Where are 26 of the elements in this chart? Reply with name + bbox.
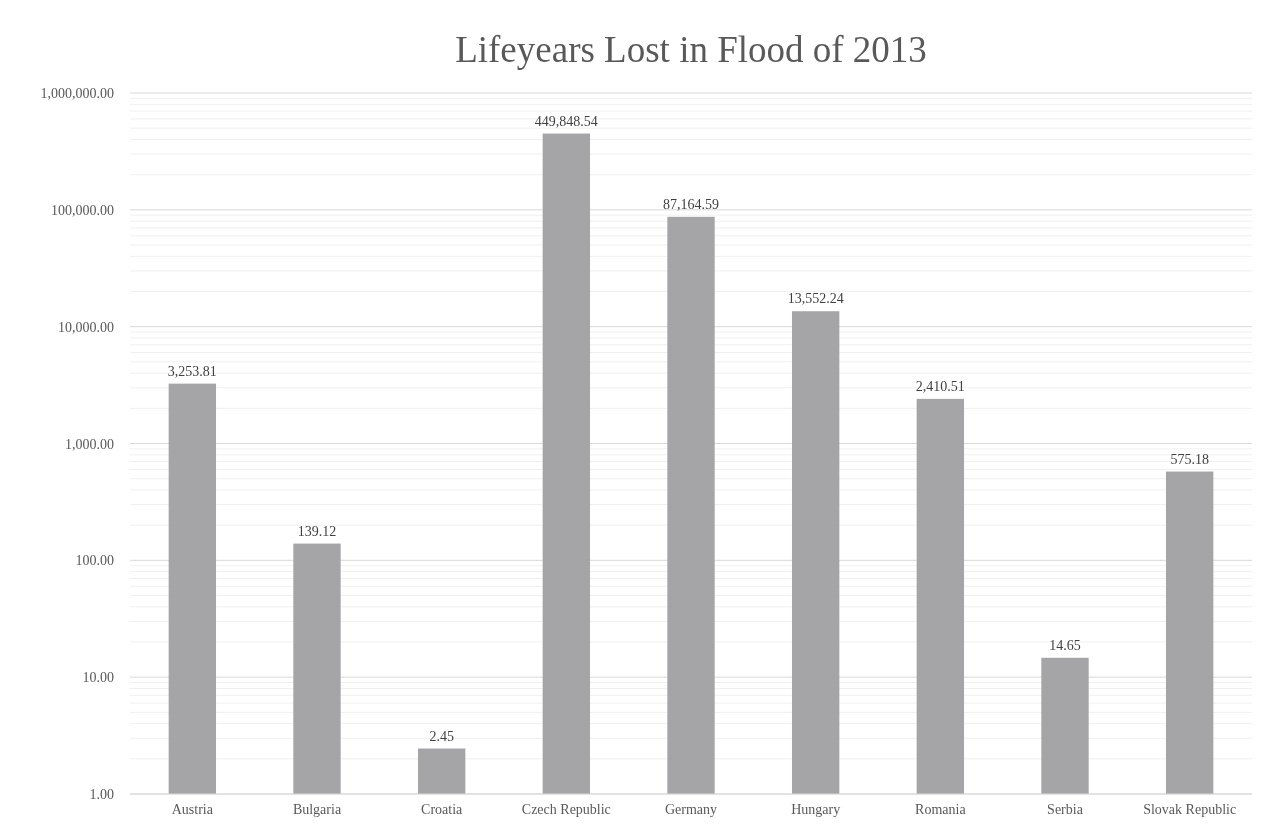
data-label: 87,164.59 (663, 196, 719, 212)
data-label: 449,848.54 (534, 113, 598, 129)
data-label: 139.12 (297, 523, 337, 539)
y-tick-label: 100.00 (75, 553, 114, 569)
x-tick-label: Czech Republic (521, 802, 611, 817)
x-tick-label: Bulgaria (292, 802, 342, 817)
x-tick-label: Croatia (421, 802, 464, 817)
chart-title: Lifeyears Lost in Flood of 2013 (455, 29, 927, 70)
x-tick-label: Romania (915, 802, 967, 817)
data-label: 2.45 (429, 728, 454, 744)
y-tick-label: 1.00 (89, 787, 114, 802)
y-tick-label: 100,000.00 (51, 202, 114, 218)
x-tick-label: Germany (664, 802, 718, 817)
y-tick-label: 10,000.00 (58, 319, 114, 335)
y-tick-label: 10.00 (82, 670, 114, 686)
data-label: 3,253.81 (167, 363, 217, 379)
x-tick-label: Slovak Republic (1143, 802, 1237, 817)
data-label: 2,410.51 (915, 378, 965, 394)
y-tick-label: 1,000.00 (65, 436, 114, 452)
x-tick-label: Austria (171, 802, 214, 817)
y-tick-label: 1,000,000.00 (40, 86, 114, 101)
x-tick-label: Serbia (1047, 802, 1084, 817)
x-tick-label: Hungary (791, 802, 841, 817)
data-label: 14.65 (1049, 637, 1081, 653)
data-label: 575.18 (1170, 451, 1209, 467)
data-label: 13,552.24 (787, 291, 844, 307)
